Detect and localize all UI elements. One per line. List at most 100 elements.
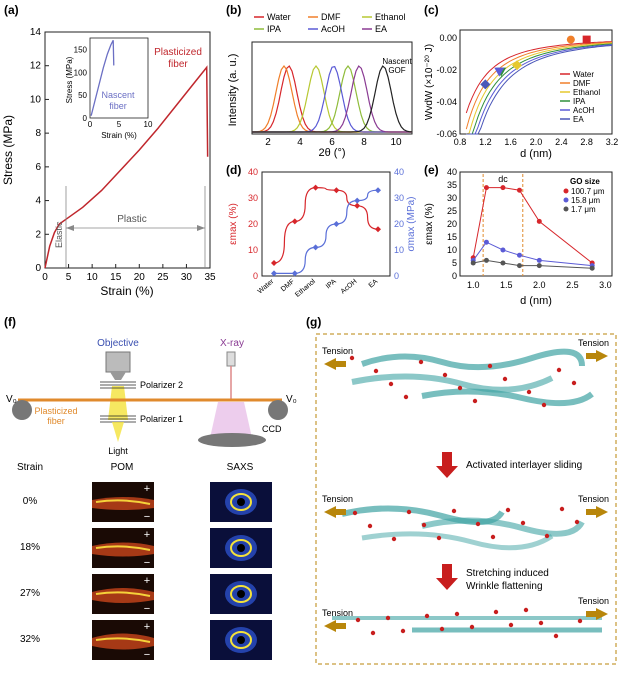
xtick-label-e: 2.0 xyxy=(533,280,546,290)
molecule-dot xyxy=(451,508,457,514)
legend-label-c: Water xyxy=(573,70,594,79)
ytick-label-a: 2 xyxy=(35,229,41,240)
y2label-d: σmax (MPa) xyxy=(406,196,417,251)
legend-label-b: Ethanol xyxy=(375,12,406,22)
legend-label-e: 100.7 μm xyxy=(571,187,605,196)
light-beam xyxy=(108,386,128,420)
xlabel-e: d (nm) xyxy=(520,295,552,307)
ytick-label-e: 30 xyxy=(447,193,457,203)
xtick-label-a: 5 xyxy=(66,272,72,283)
step1-label: Activated interlayer sliding xyxy=(466,460,582,471)
point-e xyxy=(483,257,489,263)
molecule-dot xyxy=(454,611,460,617)
saxs-beamstop xyxy=(237,636,245,644)
legend-dot-e xyxy=(563,206,569,212)
panel-label-c: (c) xyxy=(424,3,439,17)
y2tick-label-d: 20 xyxy=(394,219,404,229)
legend-label-b: DMF xyxy=(321,12,341,22)
point-d-sigma xyxy=(312,244,319,251)
xtick-label-a: 20 xyxy=(134,272,146,283)
strain-row-label: 32% xyxy=(20,634,40,645)
marker-acoh xyxy=(494,67,505,77)
xtick-label-e: 2.5 xyxy=(566,280,579,290)
plot-frame-a xyxy=(44,31,211,269)
point-e xyxy=(483,239,489,245)
ccd-detector xyxy=(198,433,266,447)
y2tick-label-d: 0 xyxy=(394,271,399,281)
line-e xyxy=(472,241,593,267)
curve-c-ethanol xyxy=(466,42,613,135)
ytick-label-d: 10 xyxy=(248,245,258,255)
xtick-label-a: 10 xyxy=(87,272,99,283)
tension-arrow-left xyxy=(324,358,346,370)
dc-label: dc xyxy=(498,174,508,184)
point-e xyxy=(516,263,522,269)
point-d-sigma xyxy=(333,221,340,227)
molecule-dot xyxy=(406,509,412,515)
point-e xyxy=(500,185,506,191)
xtick-label-c: 1.6 xyxy=(504,137,517,147)
header-strain: Strain xyxy=(17,462,43,473)
strain-row-label: 0% xyxy=(23,496,38,507)
v0-left: V₀ xyxy=(6,394,17,405)
panel-label-f: (f) xyxy=(4,315,16,329)
left-roller xyxy=(12,400,32,420)
ytick-label-c: 0.00 xyxy=(439,33,457,43)
xtick-label-b: 10 xyxy=(390,137,402,148)
ytick-label-a: 12 xyxy=(30,61,42,72)
curve-nascent-gof xyxy=(252,65,413,133)
y2tick-label-d: 30 xyxy=(394,193,404,203)
point-e xyxy=(536,257,542,263)
strain-row-label: 18% xyxy=(20,542,40,553)
plasticized-label-2: fiber xyxy=(168,59,188,70)
ytick-label-e: 20 xyxy=(447,219,457,229)
marker-water xyxy=(582,35,591,44)
right-roller xyxy=(268,400,288,420)
ytick-label-d: 30 xyxy=(248,193,258,203)
molecule-dot xyxy=(544,533,550,539)
inset-xtick: 0 xyxy=(88,120,93,129)
legend-label-c: IPA xyxy=(573,97,586,106)
chart-a: (a) 0 2 4 6 8 10 12 14 0 5 10 15 20 25 30 35 Stress (M… xyxy=(1,3,216,298)
panel-label-e: (e) xyxy=(424,163,439,177)
molecule-dot xyxy=(493,609,499,615)
xtick-label-c: 0.8 xyxy=(454,137,467,147)
chart-e: (e) dc 1.0 1.5 2.0 2.5 3.0 0 5 10 15 20 25 30 35 40 G… xyxy=(424,163,613,307)
tension-label-right: Tension xyxy=(578,494,609,504)
panel-b: (b) Water DMF Ethanol IPA AcOH EA 2 4 6 8 10 Inte… xyxy=(222,0,418,160)
light-source-beam xyxy=(112,422,124,442)
pom-fiber-highlight xyxy=(95,591,151,597)
ccd-label: CCD xyxy=(262,424,282,434)
molecule-dot xyxy=(388,381,394,387)
molecule-dot xyxy=(373,368,379,374)
tension-arrow-left xyxy=(324,620,346,632)
panel-label-d: (d) xyxy=(226,163,241,177)
panel-g: (g) Tension Tension Tension Tension Tension T… xyxy=(302,312,622,670)
schematic-g: (g) Tension Tension Tension Tension Tension T… xyxy=(306,315,617,665)
panel-label-a: (a) xyxy=(4,3,19,17)
molecule-dot xyxy=(505,507,511,513)
molecule-dot xyxy=(349,355,355,361)
inset-xlabel: Strain (%) xyxy=(101,131,137,140)
xtick-label-b: 4 xyxy=(297,137,303,148)
legend-label-c: Ethanol xyxy=(573,88,600,97)
ytick-label-e: 5 xyxy=(452,258,457,268)
molecule-dot xyxy=(571,380,577,386)
molecule-dot xyxy=(436,535,442,541)
point-d-sigma xyxy=(271,270,277,277)
xtick-label-a: 30 xyxy=(181,272,193,283)
ytick-label-e: 15 xyxy=(447,232,457,242)
pom-plus: + xyxy=(144,529,150,541)
ylabel-e: εmax (%) xyxy=(424,203,435,245)
point-e xyxy=(536,263,542,269)
saxs-beamstop xyxy=(237,590,245,598)
arrowhead-left xyxy=(66,225,74,231)
series-nascent-fiber xyxy=(90,39,115,116)
plot-frame-e xyxy=(459,171,613,277)
polarizer2-label: Polarizer 2 xyxy=(140,380,183,390)
sheet-stack-flattened xyxy=(332,616,602,633)
line-d-0 xyxy=(273,186,379,264)
header-saxs: SAXS xyxy=(227,462,254,473)
pom-minus: − xyxy=(144,511,150,523)
molecule-dot xyxy=(508,622,514,628)
